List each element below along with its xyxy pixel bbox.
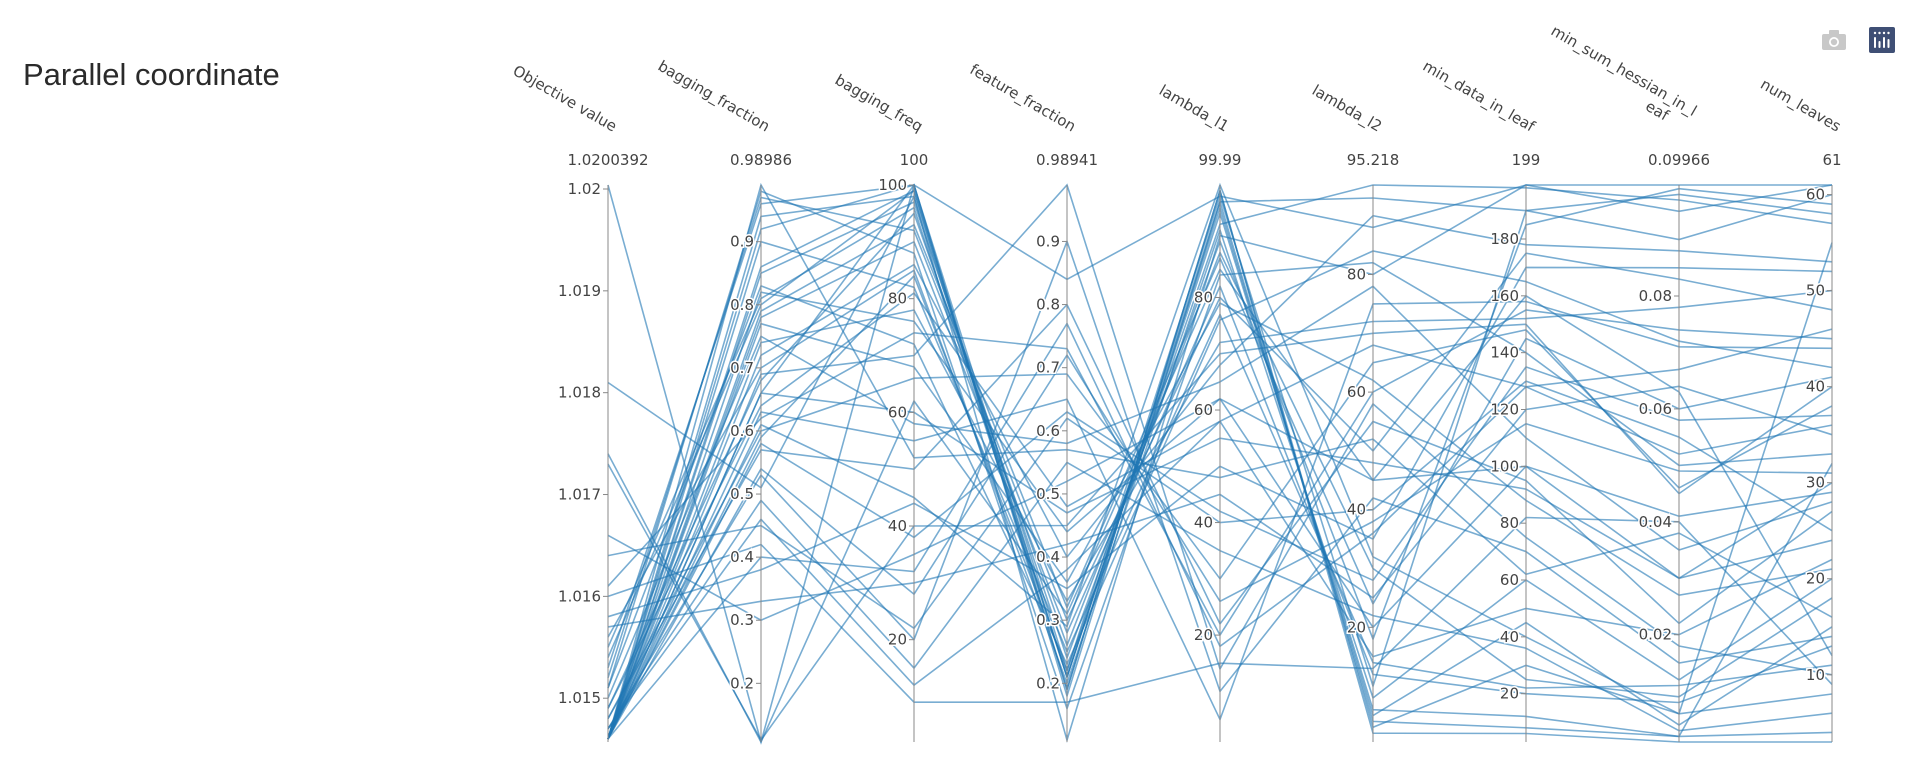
tick-label: 160 bbox=[1490, 287, 1519, 305]
download-plot-button[interactable] bbox=[1820, 26, 1848, 54]
tick-label: 0.3 bbox=[1036, 611, 1060, 629]
axis-min-data-in-leaf[interactable]: 20 40 60 80 100 120 140 160 180 199 min_data_in_le… bbox=[1419, 57, 1540, 742]
axis-title[interactable]: min_sum_hessian_in_leaf bbox=[1539, 22, 1700, 136]
tick-label: 60 bbox=[1500, 571, 1519, 589]
axis-title[interactable]: feature_fraction bbox=[966, 60, 1079, 136]
tick-label: 1.017 bbox=[558, 486, 601, 504]
tick-label: 0.7 bbox=[1036, 359, 1060, 377]
tick-label: 0.9 bbox=[1036, 232, 1060, 250]
tick-label: 0.5 bbox=[1036, 485, 1060, 503]
axis-lambda-l2[interactable]: 20 40 60 80 95.218 lambda_l2 bbox=[1308, 81, 1399, 742]
tick-label: 0.2 bbox=[730, 674, 754, 692]
axis-title-text: Objective value bbox=[510, 61, 620, 135]
plotly-logo-button[interactable] bbox=[1868, 26, 1896, 54]
tick-label: 10 bbox=[1806, 666, 1825, 684]
axis-title-text: lambda_l1 bbox=[1155, 81, 1232, 136]
tick-label: 40 bbox=[1806, 378, 1825, 396]
tick-label: 20 bbox=[1194, 626, 1213, 644]
axis-title-text: min_data_in_leaf bbox=[1419, 57, 1538, 137]
tick-label: 50 bbox=[1806, 282, 1825, 300]
tick-label: 30 bbox=[1806, 474, 1825, 492]
tick-label: 60 bbox=[1347, 383, 1366, 401]
tick-label: 1.015 bbox=[558, 689, 601, 707]
axis-max-label: 199 bbox=[1512, 151, 1541, 169]
tick-label: 0.2 bbox=[1036, 674, 1060, 692]
plotly-logo-icon bbox=[1869, 27, 1895, 53]
tick-label: 80 bbox=[1500, 514, 1519, 532]
axis-title[interactable]: lambda_l2 bbox=[1308, 81, 1385, 136]
tick-label: 180 bbox=[1490, 230, 1519, 248]
axis-bagging-fraction[interactable]: 0.2 0.3 0.4 0.5 0.6 0.7 0.8 0.9 0.98986 bagging_f… bbox=[654, 57, 792, 742]
axis-title-text: bagging_freq bbox=[831, 71, 926, 137]
axis-max-label: 1.0200392 bbox=[567, 151, 648, 169]
tick-label: 140 bbox=[1490, 344, 1519, 362]
tick-label: 0.6 bbox=[730, 422, 754, 440]
tick-label: 0.6 bbox=[1036, 422, 1060, 440]
axis-title-text: min_sum_hessian_in_l bbox=[1547, 22, 1700, 121]
axis-max-label: 0.98941 bbox=[1036, 151, 1098, 169]
tick-label: 60 bbox=[888, 403, 907, 421]
tick-label: 0.7 bbox=[730, 359, 754, 377]
tick-label: 0.06 bbox=[1639, 400, 1672, 418]
axis-max-label: 95.218 bbox=[1347, 151, 1400, 169]
tick-label: 40 bbox=[888, 517, 907, 535]
axis-title-text: bagging_fraction bbox=[654, 57, 773, 136]
tick-label: 80 bbox=[888, 290, 907, 308]
tick-label: 40 bbox=[1500, 628, 1519, 646]
axis-title[interactable]: num_leaves bbox=[1757, 75, 1844, 136]
tick-label: 0.04 bbox=[1639, 513, 1672, 531]
axis-title-text: num_leaves bbox=[1757, 75, 1844, 136]
tick-label: 60 bbox=[1806, 186, 1825, 204]
camera-icon bbox=[1822, 30, 1846, 50]
tick-label: 1.019 bbox=[558, 282, 601, 300]
tick-label: 0.4 bbox=[1036, 548, 1060, 566]
tick-label: 80 bbox=[1194, 288, 1213, 306]
tick-label: 100 bbox=[1490, 457, 1519, 475]
tick-label: 0.5 bbox=[730, 485, 754, 503]
axis-max-label: 0.09966 bbox=[1648, 151, 1710, 169]
tick-label: 20 bbox=[1347, 618, 1366, 636]
axis-title[interactable]: Objective value bbox=[510, 61, 620, 135]
axis-max-label: 99.99 bbox=[1199, 151, 1242, 169]
tick-label: 1.02 bbox=[568, 180, 601, 198]
tick-label: 0.8 bbox=[1036, 296, 1060, 314]
tick-label: 0.4 bbox=[730, 548, 754, 566]
axis-title[interactable]: min_data_in_leaf bbox=[1419, 57, 1538, 137]
axis-title-text: feature_fraction bbox=[966, 60, 1079, 136]
tick-label: 40 bbox=[1194, 514, 1213, 532]
tick-label: 1.018 bbox=[558, 384, 601, 402]
axis-title-text: lambda_l2 bbox=[1308, 81, 1385, 136]
tick-label: 20 bbox=[1806, 570, 1825, 588]
tick-label: 80 bbox=[1347, 265, 1366, 283]
chart-title: Parallel coordinate bbox=[23, 57, 280, 92]
tick-label: 20 bbox=[1500, 685, 1519, 703]
tick-label: 0.3 bbox=[730, 611, 754, 629]
axis-title[interactable]: bagging_freq bbox=[831, 71, 926, 137]
axis-max-label: 100 bbox=[900, 151, 929, 169]
axis-title[interactable]: lambda_l1 bbox=[1155, 81, 1232, 136]
tick-label: 1.016 bbox=[558, 587, 601, 605]
tick-label: 120 bbox=[1490, 401, 1519, 419]
tick-label: 60 bbox=[1194, 401, 1213, 419]
tick-label: 40 bbox=[1347, 501, 1366, 519]
axis-title[interactable]: bagging_fraction bbox=[654, 57, 773, 136]
axis-bagging-freq[interactable]: 20 40 60 80 100 100 bagging_freq bbox=[831, 71, 928, 742]
tick-label: 100 bbox=[878, 176, 907, 194]
tick-label: 20 bbox=[888, 631, 907, 649]
tick-label: 0.9 bbox=[730, 233, 754, 251]
tick-label: 0.08 bbox=[1639, 287, 1672, 305]
modebar bbox=[1820, 26, 1896, 54]
tick-label: 0.02 bbox=[1639, 626, 1672, 644]
tick-label: 0.8 bbox=[730, 296, 754, 314]
axis-max-label: 61 bbox=[1822, 151, 1841, 169]
axis-max-label: 0.98986 bbox=[730, 151, 792, 169]
axis-objective-value[interactable]: 1.015 1.016 1.017 1.018 1.019 1.02 1.0200392 Ob… bbox=[510, 61, 649, 742]
